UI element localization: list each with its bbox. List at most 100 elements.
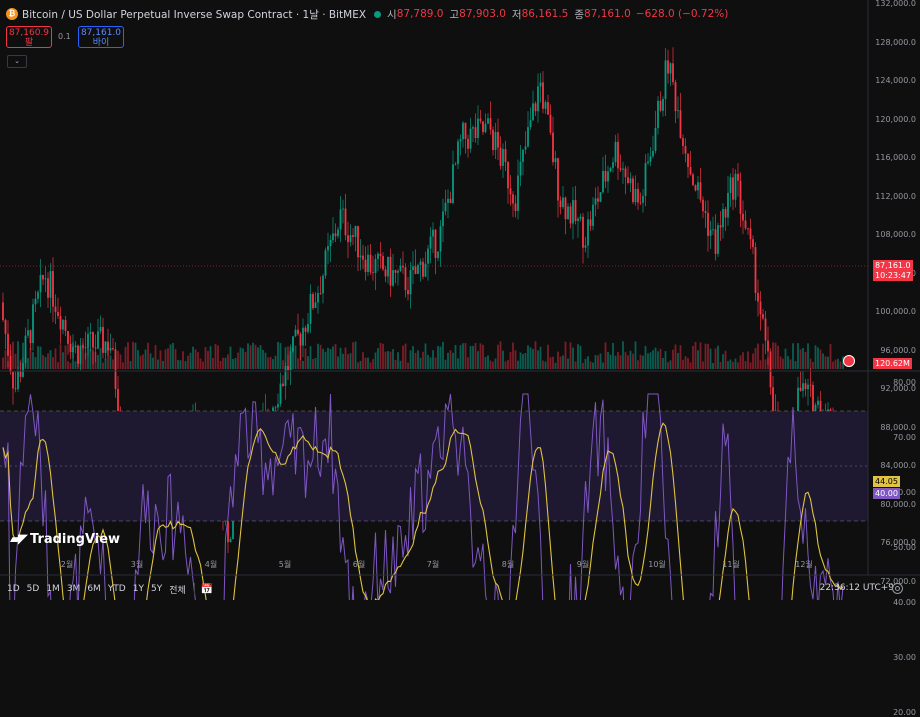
chevron-down-icon: ⌄ — [14, 57, 20, 65]
rsi-ma-tag: 44.05 — [873, 476, 900, 487]
candle-body — [507, 161, 509, 189]
volume-bar — [462, 343, 464, 369]
volume-bar — [374, 352, 377, 369]
candle-body — [37, 292, 39, 299]
range-5y[interactable]: 5Y — [150, 584, 163, 594]
volume-bar — [174, 349, 177, 369]
candle-body — [384, 269, 387, 277]
candle-body — [227, 509, 229, 543]
candle-body — [327, 246, 329, 251]
volume-bar — [477, 351, 479, 369]
flag-icon[interactable] — [843, 355, 855, 367]
candle-body — [284, 366, 287, 386]
candle-body — [632, 178, 634, 203]
candle-body — [47, 278, 49, 298]
volume-bar — [202, 361, 204, 369]
volume-bar — [772, 342, 774, 369]
candle-body — [702, 199, 704, 212]
volume-bar — [754, 348, 757, 369]
volume-bar — [354, 341, 357, 369]
symbol-title[interactable]: Bitcoin / US Dollar Perpetual Inverse Sw… — [22, 8, 367, 21]
range-1d[interactable]: 1D — [7, 584, 20, 594]
clock[interactable]: 22:36:12 UTC+9 — [819, 583, 894, 593]
volume-bar — [249, 345, 252, 369]
candle-body — [747, 228, 749, 230]
candle-body — [57, 312, 59, 316]
gear-icon[interactable] — [892, 583, 903, 594]
candle-body — [69, 343, 72, 353]
candle-body — [757, 292, 759, 302]
volume-bar — [27, 358, 29, 369]
candle-body — [19, 371, 22, 377]
volume-bar — [507, 360, 509, 369]
candle-body — [544, 102, 547, 109]
candle-body — [454, 163, 457, 165]
volume-tag: 120.62M — [873, 358, 912, 369]
volume-bar — [637, 360, 639, 369]
candle-body — [344, 208, 347, 236]
close-label: 종 — [574, 8, 585, 21]
volume-bar — [139, 355, 142, 369]
candle-body — [324, 250, 327, 276]
month-label: 12월 — [795, 560, 813, 569]
candle-body — [474, 127, 477, 139]
sell-button[interactable]: 87,160.9 팔 — [6, 26, 52, 48]
chart-canvas[interactable] — [0, 0, 920, 600]
volume-bar — [694, 341, 697, 369]
volume-bar — [264, 352, 267, 369]
candle-body — [377, 253, 379, 259]
open-label: 시 — [387, 8, 397, 21]
volume-bar — [259, 345, 262, 369]
volume-bar — [634, 341, 637, 369]
volume-bar — [164, 349, 167, 369]
candle-body — [319, 293, 322, 294]
candle-body — [359, 255, 362, 258]
candle-body — [349, 235, 352, 243]
logo-text: TradingView — [30, 532, 121, 547]
symbol-header[interactable]: ₿ Bitcoin / US Dollar Perpetual Inverse … — [6, 4, 728, 24]
volume-bar — [419, 357, 422, 369]
collapse-legend-button[interactable]: ⌄ — [7, 55, 27, 68]
candle-body — [322, 275, 324, 294]
volume-bar — [434, 357, 437, 369]
range-all[interactable]: 전체 — [169, 585, 186, 596]
volume-bar — [842, 356, 844, 369]
month-label: 7월 — [426, 560, 440, 569]
volume-bar — [257, 347, 259, 369]
candle-body — [597, 198, 599, 202]
range-5d[interactable]: 5D — [26, 584, 40, 594]
volume-bar — [712, 362, 714, 369]
volume-bar — [839, 361, 842, 369]
volume-bar — [782, 358, 784, 369]
range-1m[interactable]: 1M — [46, 584, 60, 594]
volume-bar — [377, 348, 379, 369]
candle-body — [572, 200, 574, 224]
buy-price: 87,161.0 — [80, 28, 122, 38]
volume-bar — [199, 358, 202, 369]
volume-bar — [652, 350, 654, 369]
candle-body — [652, 150, 654, 157]
volume-bar — [799, 349, 802, 369]
tradingview-logo[interactable]: ▰◤ TradingView — [10, 532, 120, 547]
candle-body — [104, 341, 107, 353]
calendar-icon[interactable]: 📅 — [200, 583, 214, 595]
volume-bar — [262, 349, 264, 369]
change-value: −628.0 (−0.72%) — [635, 8, 729, 20]
range-1y[interactable]: 1Y — [132, 584, 144, 594]
volume-bar — [584, 358, 587, 369]
countdown-tag: 10:23:47 — [873, 270, 913, 281]
candle-body — [809, 384, 812, 386]
volume-bar — [144, 349, 147, 369]
volume-bar — [349, 353, 352, 369]
month-label: 8월 — [501, 560, 515, 569]
range-ytd[interactable]: YTD — [107, 584, 126, 594]
candle-body — [554, 158, 557, 163]
volume-bar — [147, 342, 149, 369]
candle-body — [497, 131, 499, 148]
candle-body — [449, 198, 452, 204]
volume-bar — [809, 358, 812, 369]
range-3m[interactable]: 3M — [66, 584, 81, 594]
volume-bar — [142, 354, 144, 369]
range-6m[interactable]: 6M — [87, 584, 101, 594]
buy-button[interactable]: 87,161.0 바이 — [78, 26, 124, 48]
